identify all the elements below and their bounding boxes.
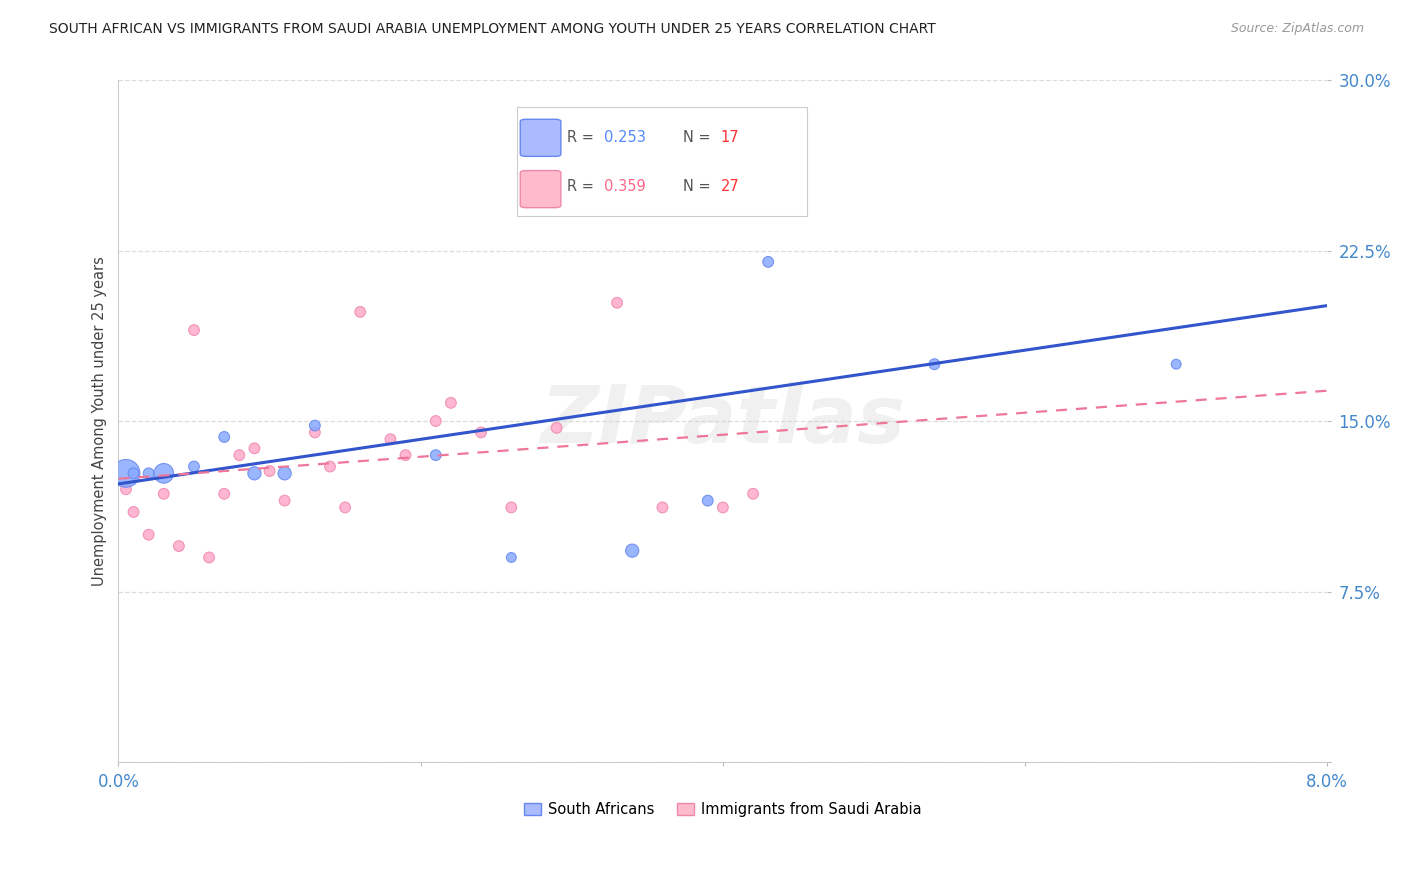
Point [696,493,718,508]
Point [183,459,205,474]
Point [425,414,447,428]
Point [319,459,342,474]
Point [138,527,160,541]
Point [152,487,174,501]
Point [425,448,447,462]
Point [606,295,628,310]
Text: SOUTH AFRICAN VS IMMIGRANTS FROM SAUDI ARABIA UNEMPLOYMENT AMONG YOUTH UNDER 25 : SOUTH AFRICAN VS IMMIGRANTS FROM SAUDI A… [49,22,936,37]
Point [122,505,145,519]
Point [183,323,205,337]
Point [651,500,673,515]
Point [304,425,326,440]
Point [711,153,734,167]
Point [333,500,356,515]
Y-axis label: Unemployment Among Youth under 25 years: Unemployment Among Youth under 25 years [93,256,107,586]
Point [546,421,568,435]
Point [212,487,235,501]
Point [440,396,463,410]
Point [501,500,523,515]
Point [122,467,145,481]
Point [138,467,160,481]
Point [304,418,326,433]
Point [924,357,946,371]
Point [243,442,266,456]
Point [167,539,190,553]
Text: Source: ZipAtlas.com: Source: ZipAtlas.com [1230,22,1364,36]
Point [711,500,734,515]
Point [243,467,266,481]
Point [198,550,221,565]
Point [273,467,295,481]
Legend: South Africans, Immigrants from Saudi Arabia: South Africans, Immigrants from Saudi Ar… [517,797,928,823]
Point [259,464,281,478]
Point [621,543,644,558]
Point [115,482,138,496]
Point [115,467,138,481]
Point [212,430,235,444]
Point [152,467,174,481]
Point [470,425,492,440]
Point [501,550,523,565]
Text: ZIPatlas: ZIPatlas [540,382,905,460]
Point [1166,357,1188,371]
Point [273,493,295,508]
Point [380,432,402,446]
Point [394,448,416,462]
Point [349,305,371,319]
Point [756,255,779,269]
Point [742,487,765,501]
Point [228,448,250,462]
